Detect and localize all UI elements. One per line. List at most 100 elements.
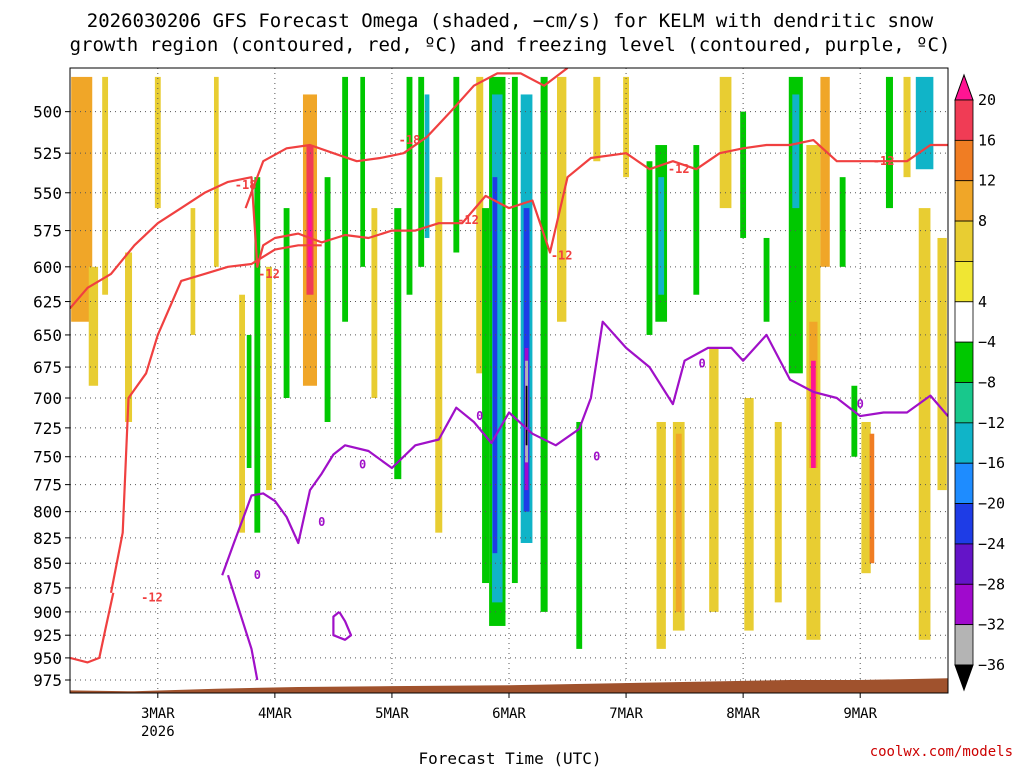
omega-band-5 <box>190 208 196 335</box>
y-tick-label-12: 800 <box>33 503 62 522</box>
omega-band-17 <box>360 76 366 267</box>
x-tick-label-5: 8MAR <box>726 706 760 722</box>
contour-label-1: -12 <box>258 267 280 281</box>
omega-band-41 <box>646 161 653 335</box>
colorbar: 20 16 12 8 4 −4 −8 −12 −16 −20 −24 −28 −32 −36 <box>954 73 1005 692</box>
chart-title-line2: growth region (contoured, red, ºC) and f… <box>70 34 951 56</box>
colorbar-top-arrow <box>954 73 974 101</box>
omega-band-66 <box>915 76 934 170</box>
omega-band-67 <box>918 208 931 640</box>
omega-band-18 <box>371 208 378 399</box>
credit-text: coolwx.com/models <box>870 744 1013 760</box>
contour-label-4: -12 <box>551 248 573 262</box>
dgz-minus12-upper <box>70 139 948 310</box>
omega-band-22 <box>424 94 430 238</box>
omega-band-51 <box>744 398 754 631</box>
colorbar-bin-8 <box>954 382 974 424</box>
omega-band-30 <box>511 76 518 584</box>
contour-label-8: 0 <box>254 568 261 582</box>
colorbar-label-3: 8 <box>978 212 987 230</box>
y-tick-label-0: 500 <box>33 103 62 122</box>
colorbar-bin-6 <box>954 301 974 343</box>
dgz-minus12-near-sfc <box>70 592 115 664</box>
omega-band-11 <box>283 208 290 399</box>
x-tick-label-2: 5MAR <box>375 706 409 722</box>
y-tick-label-10: 750 <box>33 448 62 467</box>
omega-band-7 <box>239 294 246 533</box>
contour-label-12: 0 <box>593 450 600 464</box>
x-axis-title: Forecast Time (UTC) <box>418 749 601 768</box>
omega-band-0 <box>71 76 93 322</box>
omega-shading <box>71 76 947 649</box>
omega-band-60 <box>839 177 846 267</box>
omega-band-55 <box>792 94 800 209</box>
y-tick-label-19: 975 <box>33 671 62 690</box>
contour-label-14: 0 <box>857 397 864 411</box>
colorbar-bin-12 <box>954 543 974 585</box>
omega-band-61 <box>851 385 858 457</box>
y-tick-label-5: 625 <box>33 293 62 312</box>
omega-band-4 <box>154 76 161 209</box>
colorbar-bin-14 <box>954 624 974 666</box>
contour-label-10: 0 <box>359 458 366 472</box>
y-tick-label-13: 825 <box>33 529 62 548</box>
contour-label-2: -18 <box>399 133 421 147</box>
y-tick-label-17: 925 <box>33 626 62 645</box>
omega-band-1 <box>88 266 99 386</box>
omega-band-47 <box>693 145 700 295</box>
x-axis-time: 3MAR 2026 4MAR 5MAR 6MAR 7MAR 8MAR 9MAR <box>141 693 878 740</box>
colorbar-label-9: −20 <box>978 495 1005 513</box>
plot-gridlines <box>70 68 948 693</box>
chart-title-line1: 2026030206 GFS Forecast Omega (shaded, −… <box>87 10 934 32</box>
y-tick-label-7: 675 <box>33 358 62 377</box>
omega-band-3 <box>125 252 133 422</box>
omega-band-50 <box>740 111 747 238</box>
omega-band-6 <box>213 76 219 267</box>
omega-band-8 <box>246 334 252 468</box>
y-tick-label-11: 775 <box>33 476 62 495</box>
omega-band-58 <box>811 360 816 468</box>
colorbar-label-4: 4 <box>978 293 987 311</box>
y-tick-label-4: 600 <box>33 258 62 277</box>
colorbar-bin-4 <box>954 220 974 262</box>
x-tick-label-4: 7MAR <box>609 706 643 722</box>
omega-band-49 <box>719 76 732 209</box>
contour-label-9: 0 <box>318 515 325 529</box>
omega-band-26 <box>482 208 490 584</box>
temperature-contours: -18 -12 -18 -12 -12 -12 -12 -12 0 0 0 0 0 0 0 <box>70 68 948 681</box>
colorbar-bin-11 <box>954 503 974 545</box>
contour-label-7: -12 <box>141 591 163 605</box>
y-tick-label-15: 875 <box>33 579 62 598</box>
omega-band-52 <box>763 237 770 322</box>
omega-band-16 <box>342 76 349 322</box>
omega-band-36 <box>540 76 548 612</box>
omega-band-35 <box>525 385 528 446</box>
omega-band-63 <box>869 433 875 564</box>
contour-label-0: -18 <box>235 178 257 192</box>
omega-band-53 <box>774 421 782 603</box>
omega-band-19 <box>394 208 402 480</box>
contour-label-6: -12 <box>873 154 895 168</box>
omega-band-48 <box>709 347 719 612</box>
omega-band-64 <box>885 76 893 209</box>
omega-band-44 <box>656 421 666 649</box>
freezing-level-low <box>226 574 259 681</box>
omega-band-40 <box>623 76 629 178</box>
omega-band-2 <box>102 76 109 295</box>
x-tick-label-0: 3MAR <box>141 706 175 722</box>
colorbar-label-8: −16 <box>978 454 1005 472</box>
y-axis-pressure: 500 525 550 575 600 625 650 675 700 725 750 775 800 8… <box>33 103 70 690</box>
colorbar-bin-9 <box>954 422 974 464</box>
omega-band-43 <box>658 177 665 295</box>
omega-band-38 <box>576 421 583 649</box>
colorbar-label-0: 20 <box>978 91 996 109</box>
y-tick-label-3: 575 <box>33 222 62 241</box>
dgz-minus18 <box>244 68 569 209</box>
y-tick-label-1: 525 <box>33 144 62 163</box>
colorbar-bin-5 <box>954 261 974 303</box>
dgz-minus12-lower <box>109 244 322 594</box>
contour-label-11: 0 <box>476 409 483 423</box>
y-tick-label-16: 900 <box>33 603 62 622</box>
contour-label-5: -12 <box>668 162 690 176</box>
freezing-level-blob <box>332 611 353 641</box>
